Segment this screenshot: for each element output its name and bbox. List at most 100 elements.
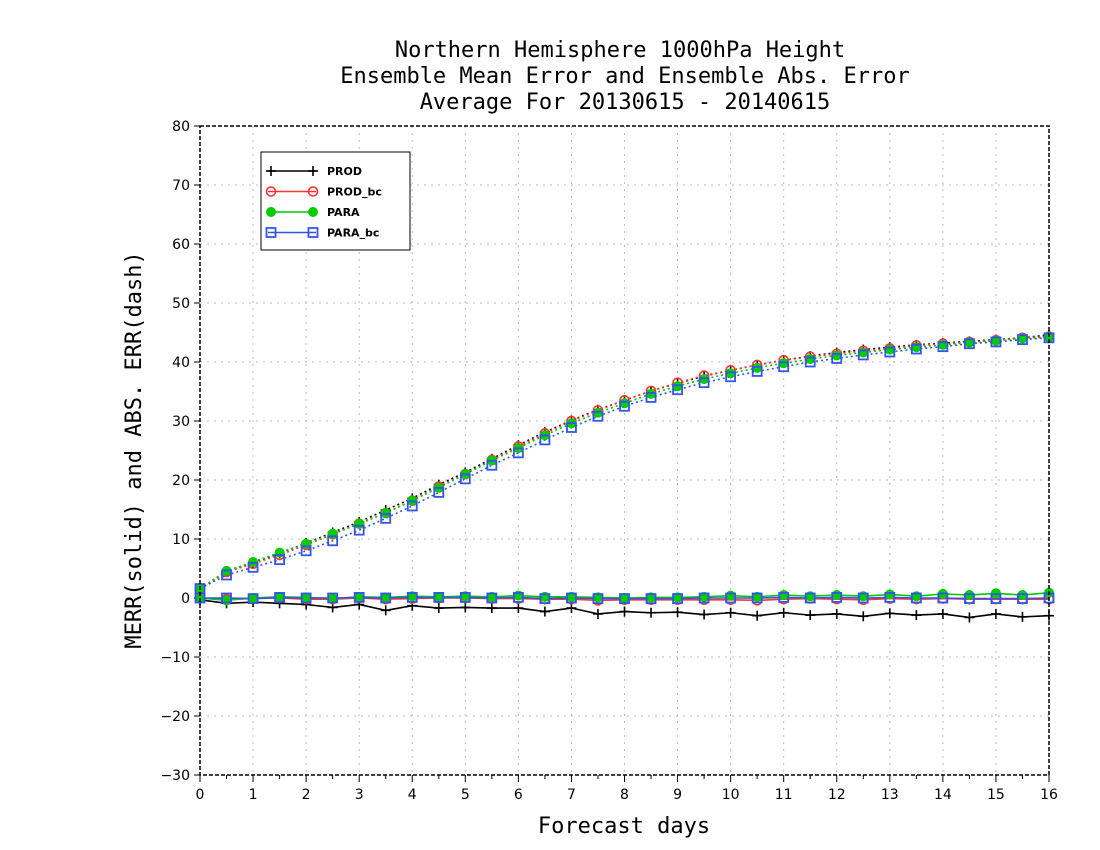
y-tick-label: 60 <box>172 237 190 253</box>
series-prod-merr-point <box>858 611 869 622</box>
series-para-bc-merr-point <box>698 592 710 604</box>
x-tick-label: 16 <box>1040 787 1058 803</box>
series-para-bc-abs-err-point <box>566 422 577 433</box>
series-para-bc-merr-point <box>831 592 843 603</box>
y-tick-label: −10 <box>160 650 190 666</box>
series-prod-merr-point <box>1017 611 1028 622</box>
chart-title-line-2: Ensemble Mean Error and Ensemble Abs. Er… <box>340 64 910 89</box>
series-para-bc-abs-err-point <box>221 569 232 581</box>
legend-marker <box>265 186 277 197</box>
x-tick-label: 10 <box>722 787 740 803</box>
series-prod-merr-point <box>911 610 922 621</box>
x-tick-label: 5 <box>461 787 470 803</box>
x-tick-label: 0 <box>196 787 205 803</box>
legend-label: PROD <box>327 165 362 178</box>
y-tick-label: 20 <box>172 473 190 489</box>
legend-marker <box>266 166 276 176</box>
legend-item-para-bc: PARA_bc <box>265 227 379 240</box>
x-tick-label: 3 <box>355 787 364 803</box>
series-para-abs-err-point <box>672 381 683 392</box>
legend-box <box>260 151 411 251</box>
x-tick-label: 8 <box>620 787 629 803</box>
series-para-bc-abs-err-point <box>406 500 418 512</box>
series-para-bc-merr-point <box>645 593 657 604</box>
series-para-abs-err-point <box>752 362 763 373</box>
series-para-bc-abs-err-point <box>327 535 339 547</box>
legend-marker <box>308 166 318 176</box>
series-para-merr-point <box>1017 590 1028 601</box>
series-para-bc-abs-err-point <box>990 336 1002 348</box>
series-para-bc-merr-point <box>327 592 339 604</box>
series-para-bc-merr-point <box>619 593 630 604</box>
series-para-bc-merr-point <box>512 592 524 603</box>
x-tick-label: 14 <box>934 787 952 803</box>
x-tick-label: 11 <box>775 787 793 803</box>
series-para-bc-merr-point <box>353 592 365 603</box>
y-tick-label: −20 <box>160 709 190 725</box>
series-para-bc-merr-point <box>751 592 763 604</box>
series-para-bc-abs-err-point <box>884 346 896 358</box>
series-para-bc-merr-point <box>964 593 975 604</box>
series-para-bc-abs-err-point <box>698 377 710 389</box>
series-prod-merr-point <box>672 607 683 618</box>
series-para-bc-abs-err-point <box>725 371 737 383</box>
series-para-bc-abs-err-point <box>512 447 524 459</box>
legend: PROD PROD_bc PARA PARA_bc <box>260 151 411 251</box>
series-para-merr-point <box>725 590 736 601</box>
legend-marker <box>308 207 318 217</box>
series-prod-merr-point <box>486 603 497 614</box>
y-tick-label: 10 <box>172 532 190 548</box>
series-prod-merr-point <box>937 608 948 619</box>
series-para-abs-err-point <box>725 368 736 379</box>
y-tick-label: 30 <box>172 414 190 430</box>
x-tick-label: 6 <box>514 787 523 803</box>
series-para-abs-err-point <box>646 388 657 399</box>
legend-item-prod-bc: PROD_bc <box>265 186 382 199</box>
series-para-bc-merr-point <box>221 592 232 604</box>
series-para-bc-merr-point <box>380 592 392 604</box>
series-para-merr-point <box>778 590 789 601</box>
series-prod-merr-point <box>831 608 842 619</box>
plot-frame <box>199 125 1050 776</box>
y-tick-label: 0 <box>181 591 190 607</box>
series-para-bc-abs-err-point <box>539 434 551 446</box>
series-para-bc-merr-point <box>566 592 577 604</box>
series-prod-merr-point <box>592 608 603 619</box>
series-para-bc-abs-err-point <box>274 554 285 566</box>
x-tick-label: 7 <box>567 787 576 803</box>
series-para-bc-merr-point <box>274 592 285 603</box>
series-para-bc-merr-point <box>1017 593 1028 604</box>
series-para-bc-abs-err-point <box>910 343 922 355</box>
series-prod-merr-point <box>566 603 577 614</box>
series-para-merr-point <box>884 589 895 600</box>
y-tick-label: 70 <box>172 178 190 194</box>
legend-marker <box>307 227 319 238</box>
legend-label: PARA_bc <box>327 227 379 240</box>
series-prod-merr-point <box>778 607 789 618</box>
series-para-merr-point <box>831 590 842 601</box>
series-para-bc-abs-err-point <box>619 400 630 412</box>
series-para-bc-abs-err-point <box>592 410 604 422</box>
x-tick-label: 9 <box>673 787 682 803</box>
series-para-bc-abs-err-point <box>937 341 949 353</box>
series-prod-merr-point <box>990 608 1001 619</box>
series-para-bc-merr-point <box>990 593 1002 604</box>
y-axis-label: MERR(solid) and ABS. ERR(dash) <box>122 251 147 648</box>
series-prod-merr-point <box>964 612 975 623</box>
series-para-bc-merr-point <box>433 592 445 603</box>
chart-title-line-1: Northern Hemisphere 1000hPa Height <box>395 38 845 63</box>
x-tick-label: 2 <box>302 787 311 803</box>
series-prod-merr-point <box>380 605 391 616</box>
x-tick-label: 12 <box>828 787 846 803</box>
x-axis-label: Forecast days <box>538 814 710 839</box>
series-para-bc-abs-err-point <box>300 545 312 557</box>
series-para-bc-abs-err-point <box>645 391 657 403</box>
x-tick-label: 13 <box>881 787 899 803</box>
y-tick-label: −30 <box>160 768 190 784</box>
series-para-bc-merr-point <box>459 592 471 603</box>
series-para-abs-err-point <box>592 407 603 418</box>
series-para-abs-err-point <box>354 518 365 529</box>
series-prod-merr-point <box>805 610 816 621</box>
series-para-bc-merr-point <box>725 592 737 604</box>
series-para-bc-abs-err-point <box>672 384 683 396</box>
